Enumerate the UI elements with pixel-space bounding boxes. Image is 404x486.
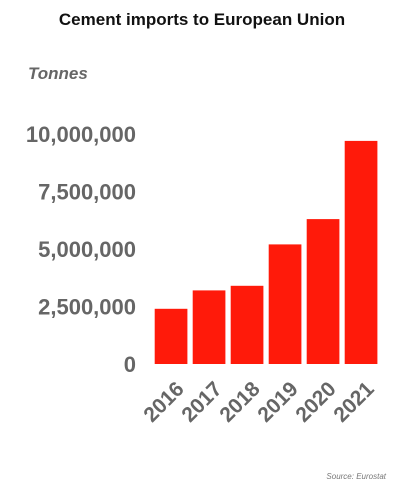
y-axis-unit-label: Tonnes xyxy=(28,64,88,83)
bar-2017 xyxy=(192,290,226,364)
bar-2016 xyxy=(154,308,188,364)
bars xyxy=(154,140,378,364)
x-tick-label-2016: 2016 xyxy=(139,377,188,426)
x-tick-label-2018: 2018 xyxy=(215,377,265,427)
source-note: Source: Eurostat xyxy=(326,472,386,481)
bar-2019 xyxy=(268,244,302,364)
y-tick-label: 2,500,000 xyxy=(38,295,136,320)
x-tick-label-2017: 2017 xyxy=(177,377,226,426)
x-tick-label-2021: 2021 xyxy=(329,377,379,427)
chart-title: Cement imports to European Union xyxy=(58,10,346,29)
bar-2018 xyxy=(230,285,264,364)
x-tick-label-2019: 2019 xyxy=(253,377,302,426)
y-axis-tick-labels: 0 2,500,000 5,000,000 7,500,000 10,000,000 xyxy=(26,122,136,377)
x-tick-label-2020: 2020 xyxy=(291,377,340,426)
y-tick-label: 5,000,000 xyxy=(38,237,136,262)
bar-2021 xyxy=(344,140,378,364)
y-tick-label: 10,000,000 xyxy=(26,122,136,147)
y-tick-label: 7,500,000 xyxy=(38,180,136,205)
bar-2020 xyxy=(306,219,340,364)
y-tick-label: 0 xyxy=(124,352,136,377)
